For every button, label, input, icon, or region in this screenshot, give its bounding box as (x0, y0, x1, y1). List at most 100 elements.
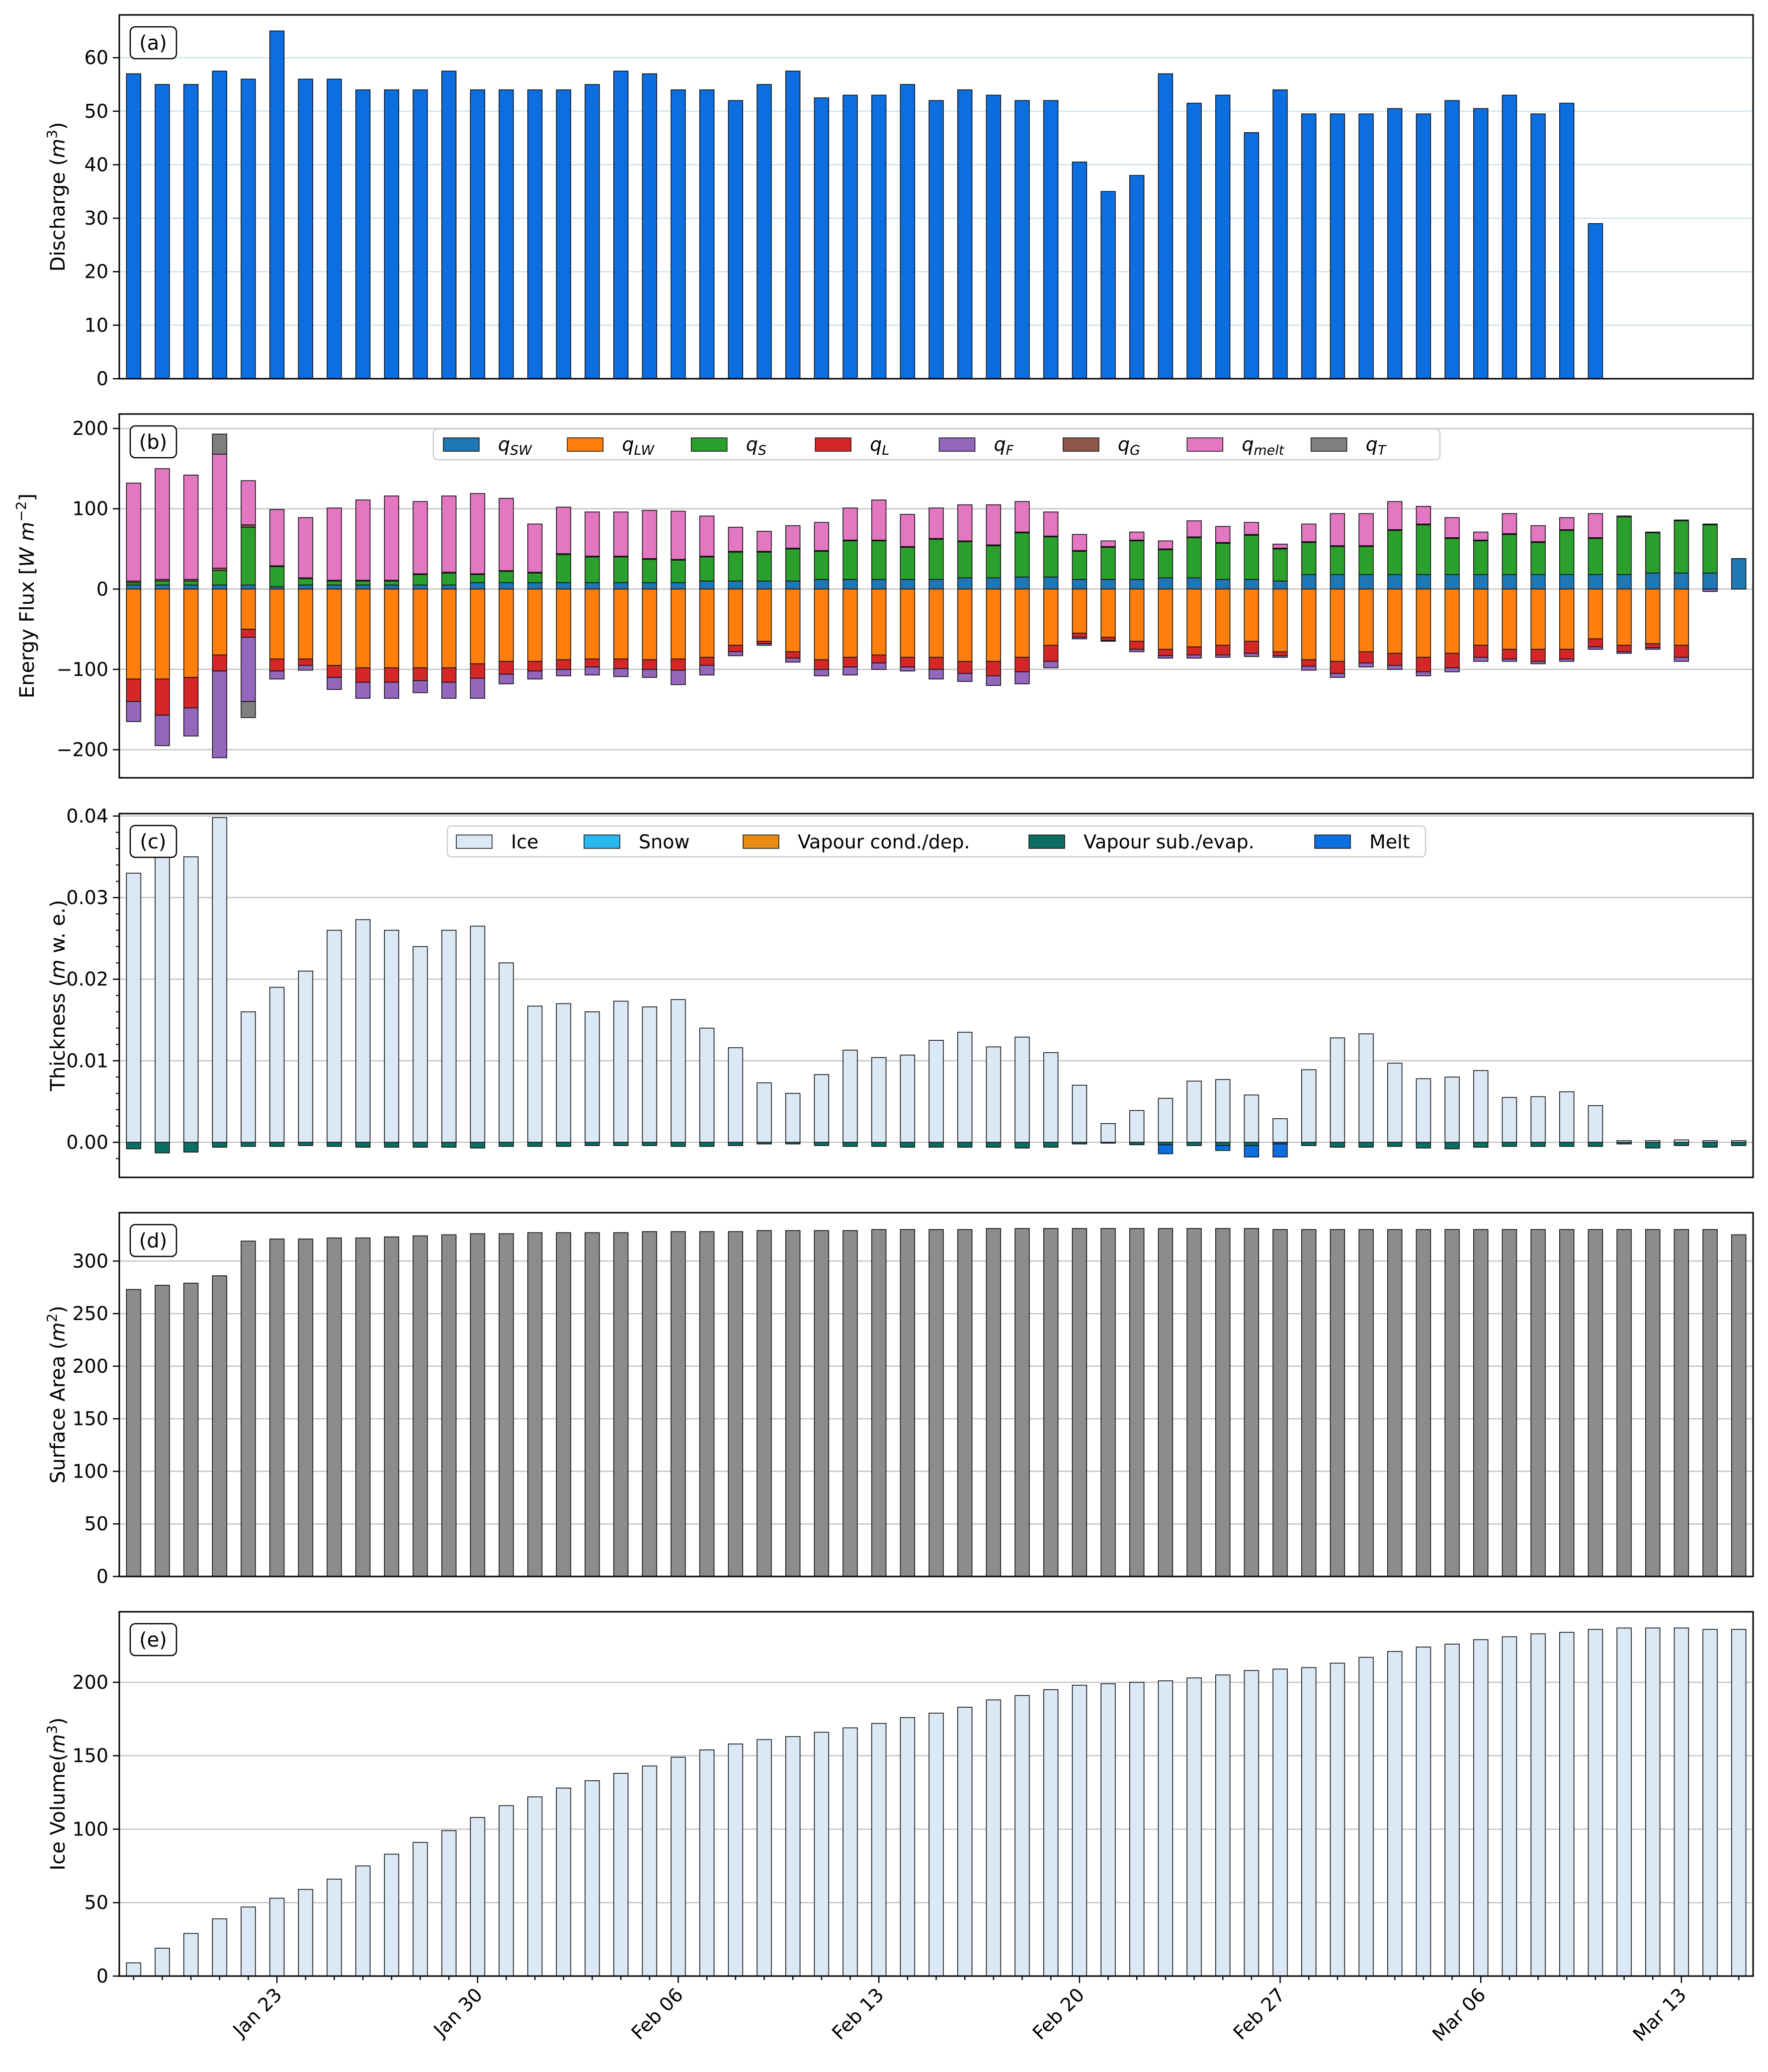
bar-e-v-38 (1215, 1674, 1231, 1977)
bar-b-l-14 (527, 661, 543, 671)
bar-b-l-33 (1072, 633, 1088, 638)
bar-b-l-34 (1100, 637, 1116, 641)
bar-b-melt-19 (671, 510, 686, 560)
bar-b-f-52 (1616, 651, 1632, 654)
bar-b-lw-28 (928, 588, 944, 658)
bar-c-sub-37 (1186, 1142, 1202, 1146)
bar-b-melt-42 (1330, 513, 1346, 546)
bar-c-ice-12 (470, 925, 486, 1143)
bar-a-v-25 (842, 94, 858, 379)
bar-e-v-15 (556, 1787, 572, 1977)
bar-c-sub-22 (757, 1142, 772, 1145)
panel-label-box (129, 26, 177, 60)
bar-e-v-34 (1100, 1683, 1116, 1977)
bar-c-ice-28 (928, 1040, 944, 1143)
bar-b-sw-28 (928, 579, 944, 590)
bar-b-sw-38 (1215, 579, 1231, 590)
bar-b-l-3 (212, 654, 228, 671)
bar-c-ice-14 (527, 1005, 543, 1143)
bar-a-v-1 (155, 84, 170, 379)
bar-b-s-46 (1444, 538, 1460, 575)
bar-b-lw-52 (1616, 588, 1632, 646)
legend-swatch-melt (1314, 834, 1351, 849)
y-tick-label: 10 (84, 314, 108, 336)
bar-b-melt-11 (441, 496, 457, 573)
bar-b-s-11 (441, 573, 457, 585)
bar-b-sw-27 (900, 579, 916, 590)
bar-a-v-23 (785, 71, 801, 379)
bar-b-sw-16 (585, 582, 600, 590)
bar-b-l-18 (642, 659, 658, 670)
bar-c-melt-36 (1158, 1144, 1174, 1155)
bar-b-melt-25 (842, 507, 858, 541)
bar-e-v-36 (1158, 1680, 1174, 1977)
bar-b-f-17 (613, 668, 629, 677)
bar-b-melt-23 (785, 525, 801, 549)
bar-c-ice-0 (126, 873, 142, 1143)
bar-b-f-6 (298, 664, 314, 671)
bar-b-f-1 (155, 715, 170, 746)
bars-b (126, 433, 1747, 758)
bar-b-s-54 (1674, 520, 1689, 574)
bar-d-v-19 (671, 1231, 686, 1577)
bar-e-v-21 (728, 1743, 744, 1977)
bar-b-f-29 (957, 673, 973, 682)
bar-b-sw-7 (327, 584, 342, 590)
bar-c-melt-40 (1272, 1143, 1288, 1158)
bar-c-ice-42 (1330, 1037, 1346, 1143)
bar-e-v-43 (1358, 1657, 1374, 1977)
bar-d-v-39 (1244, 1228, 1260, 1577)
bar-d-v-52 (1616, 1229, 1632, 1577)
bar-c-sub-26 (871, 1142, 887, 1147)
bar-a-v-46 (1444, 100, 1460, 379)
bar-b-melt-4 (241, 480, 256, 525)
bar-b-lw-25 (842, 588, 858, 658)
bar-b-s-28 (928, 539, 944, 580)
bar-a-v-3 (212, 71, 228, 379)
y-axis-label: Ice Volume(m3) (44, 1718, 70, 1871)
bar-b-sw-18 (642, 582, 658, 590)
bar-b-lw-7 (327, 588, 342, 666)
bar-c-sub-47 (1473, 1142, 1489, 1148)
bar-b-lw-2 (183, 588, 199, 678)
bar-a-v-35 (1129, 175, 1145, 379)
bars-a (126, 30, 1603, 379)
bar-d-v-45 (1416, 1229, 1431, 1577)
bar-b-f-37 (1186, 654, 1202, 659)
legend-swatch-f (938, 437, 976, 452)
bar-b-lw-53 (1645, 588, 1661, 644)
bar-c-sub-21 (728, 1142, 744, 1146)
bar-b-f-21 (728, 651, 744, 657)
bar-e-v-51 (1588, 1629, 1603, 1977)
bar-e-v-49 (1530, 1633, 1546, 1977)
bar-d-v-50 (1559, 1229, 1575, 1577)
y-tick-label: 0 (96, 368, 108, 390)
bar-b-lw-24 (814, 588, 830, 661)
bar-c-ice-6 (298, 970, 314, 1143)
bar-b-s-22 (757, 552, 772, 581)
bar-b-melt-36 (1158, 540, 1174, 550)
bar-b-l-49 (1530, 649, 1546, 662)
bar-b-s-40 (1272, 548, 1288, 581)
bar-b-melt-12 (470, 493, 486, 575)
bar-b-s-8 (355, 580, 371, 585)
bar-b-sw-14 (527, 582, 543, 590)
bar-b-l-12 (470, 663, 486, 679)
bar-b-melt-15 (556, 506, 572, 554)
bar-b-lw-22 (757, 588, 772, 642)
bar-b-lw-19 (671, 588, 686, 660)
bar-c-ice-21 (728, 1047, 744, 1143)
bar-d-v-35 (1129, 1228, 1145, 1577)
bar-c-sub-17 (613, 1142, 629, 1146)
bar-b-sw-3 (212, 584, 228, 590)
bar-b-s-53 (1645, 532, 1661, 574)
bar-b-s-44 (1387, 530, 1403, 575)
bar-b-l-41 (1301, 659, 1317, 667)
bar-a-v-28 (928, 100, 944, 379)
bar-c-melt-38 (1215, 1145, 1231, 1151)
bar-e-v-5 (269, 1898, 285, 1977)
bar-a-v-11 (441, 71, 457, 379)
bar-d-v-55 (1702, 1229, 1718, 1577)
bar-b-melt-33 (1072, 534, 1088, 551)
panel-label-box (129, 825, 177, 858)
